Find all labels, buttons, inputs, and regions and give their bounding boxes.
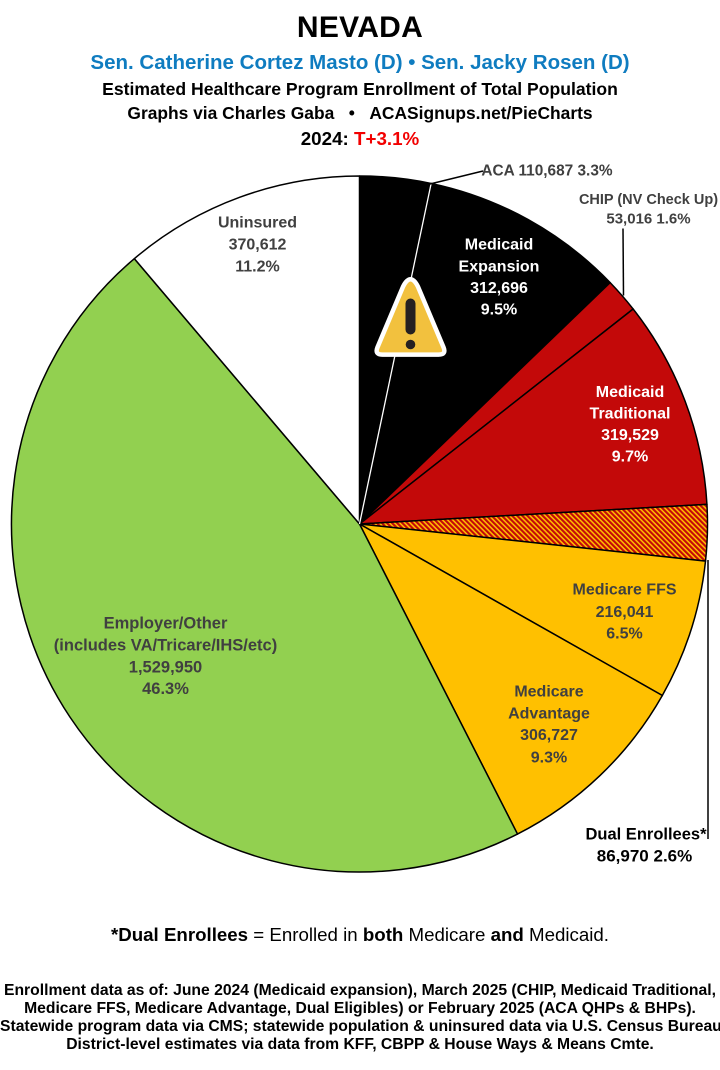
svg-text:306,727: 306,727 bbox=[520, 727, 578, 744]
svg-text:(includes VA/Tricare/IHS/etc): (includes VA/Tricare/IHS/etc) bbox=[54, 637, 277, 655]
svg-text:9.5%: 9.5% bbox=[481, 301, 517, 318]
svg-text:ACA 110,687 3.3%: ACA 110,687 3.3% bbox=[481, 163, 613, 180]
svg-text:Dual Enrollees*: Dual Enrollees* bbox=[585, 826, 707, 844]
svg-text:Medicare: Medicare bbox=[514, 684, 583, 701]
svg-text:370,612: 370,612 bbox=[229, 237, 287, 254]
svg-text:6.5%: 6.5% bbox=[606, 626, 642, 643]
svg-text:312,696: 312,696 bbox=[470, 280, 528, 297]
svg-text:1,529,950: 1,529,950 bbox=[129, 659, 202, 677]
svg-text:9.7%: 9.7% bbox=[612, 449, 648, 466]
svg-text:Medicaid: Medicaid bbox=[465, 237, 533, 254]
svg-text:Medicare FFS: Medicare FFS bbox=[572, 582, 676, 599]
svg-text:86,970 2.6%: 86,970 2.6% bbox=[597, 847, 692, 866]
svg-text:Employer/Other: Employer/Other bbox=[104, 615, 228, 633]
svg-text:53,016 1.6%: 53,016 1.6% bbox=[606, 211, 690, 228]
svg-text:216,041: 216,041 bbox=[596, 604, 654, 621]
svg-text:Medicaid: Medicaid bbox=[596, 384, 664, 401]
svg-text:Uninsured: Uninsured bbox=[218, 215, 297, 232]
svg-text:Traditional: Traditional bbox=[590, 406, 671, 423]
svg-text:9.3%: 9.3% bbox=[531, 750, 567, 767]
svg-text:Expansion: Expansion bbox=[459, 258, 540, 275]
svg-text:CHIP (NV Check Up): CHIP (NV Check Up) bbox=[579, 192, 718, 208]
svg-text:Advantage: Advantage bbox=[508, 706, 590, 723]
svg-text:46.3%: 46.3% bbox=[142, 680, 189, 698]
svg-text:11.2%: 11.2% bbox=[235, 259, 279, 276]
svg-text:319,529: 319,529 bbox=[601, 427, 659, 444]
